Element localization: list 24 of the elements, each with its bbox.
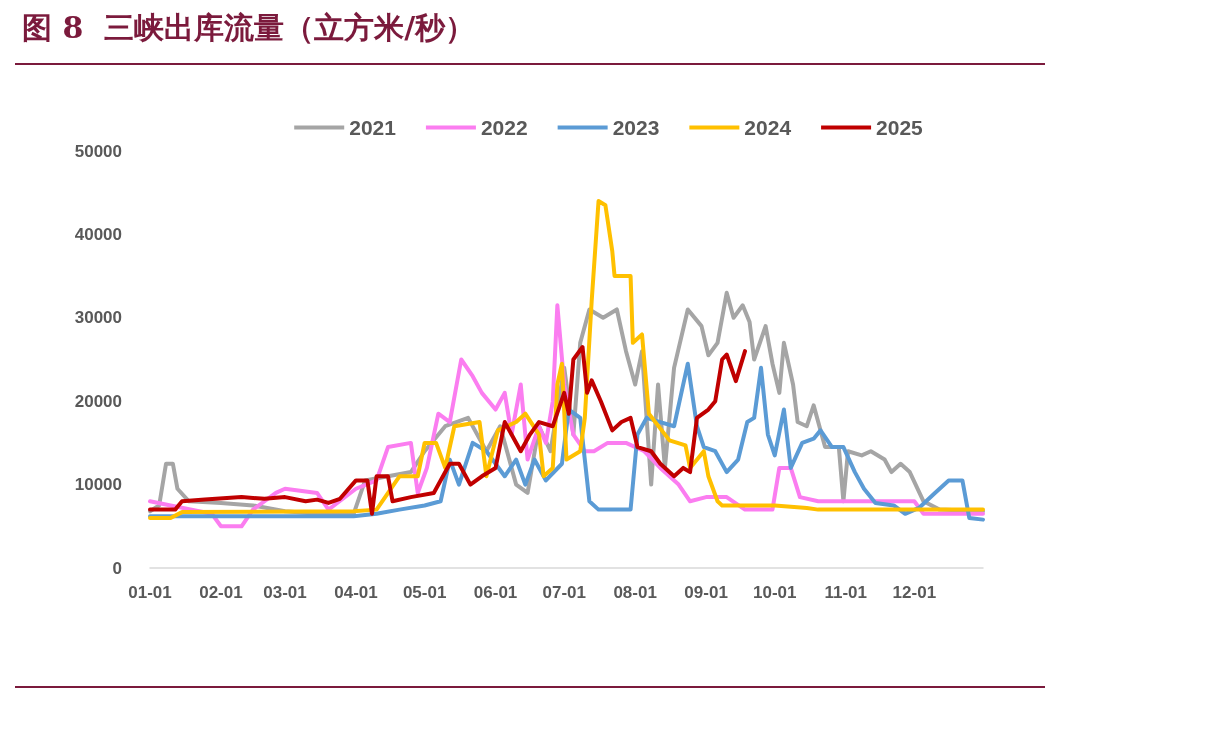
x-tick-label: 10-01	[753, 583, 797, 602]
y-tick-label: 40000	[74, 224, 122, 244]
x-tick-label: 06-01	[473, 583, 518, 602]
legend-label: 2025	[876, 116, 924, 139]
x-tick-label: 02-01	[199, 583, 243, 602]
legend-label: 2023	[612, 116, 660, 139]
x-tick-label: 09-01	[684, 583, 728, 602]
x-tick-label: 04-01	[334, 583, 378, 602]
x-tick-label: 11-01	[824, 583, 867, 602]
x-tick-label: 07-01	[542, 583, 586, 602]
x-tick-label: 08-01	[613, 583, 657, 602]
legend-label: 2024	[744, 116, 792, 139]
y-tick-label: 0	[112, 558, 122, 578]
y-tick-label: 10000	[74, 475, 122, 495]
y-tick-label: 50000	[74, 141, 122, 161]
y-tick-label: 20000	[74, 391, 122, 411]
y-tick-label: 30000	[74, 308, 122, 328]
x-tick-label: 03-01	[263, 583, 307, 602]
legend-label: 2021	[349, 116, 397, 139]
x-tick-label: 12-01	[892, 583, 937, 602]
x-tick-label: 05-01	[402, 583, 447, 602]
x-tick-label: 01-01	[128, 583, 172, 602]
chart-title: 图 8 三峡出库流量（立方米/秒）	[22, 9, 476, 47]
legend-label: 2022	[480, 116, 528, 139]
